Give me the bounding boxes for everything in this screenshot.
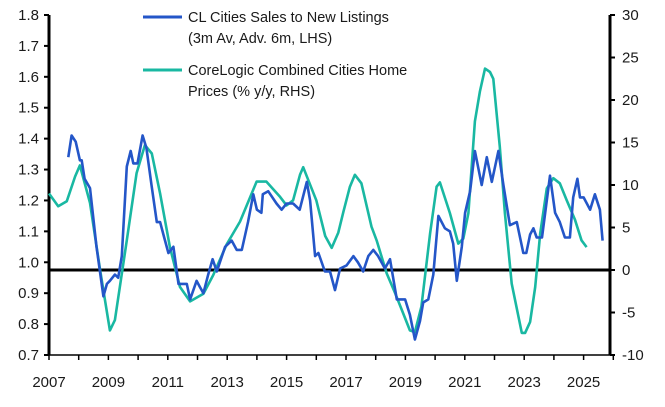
x-tick-label: 2015 <box>270 374 303 391</box>
left-tick-label: 1.1 <box>18 223 39 240</box>
left-tick-label: 1.3 <box>18 162 39 179</box>
legend-label-blue-line2: (3m Av, Adv. 6m, LHS) <box>188 31 332 47</box>
left-tick-label: 1.7 <box>18 38 39 55</box>
left-tick-label: 0.7 <box>18 347 39 364</box>
left-tick-label: 0.9 <box>18 285 39 302</box>
legend-label-blue: CL Cities Sales to New Listings <box>188 10 389 26</box>
x-tick-label: 2025 <box>567 374 600 391</box>
right-tick-label: 25 <box>622 50 639 67</box>
left-tick-label: 0.8 <box>18 316 39 333</box>
right-tick-label: 15 <box>622 135 639 152</box>
left-tick-label: 1.2 <box>18 192 39 209</box>
right-tick-label: -10 <box>622 347 644 364</box>
home-prices-line <box>47 67 588 335</box>
legend: CL Cities Sales to New Listings (3m Av, … <box>143 10 407 100</box>
sales-to-listings-line <box>67 134 604 341</box>
x-tick-label: 2011 <box>152 374 184 391</box>
left-tick-label: 1.4 <box>18 131 39 148</box>
right-tick-label: 30 <box>622 7 639 24</box>
x-tick-label: 2019 <box>389 374 422 391</box>
right-tick-label: -5 <box>622 305 635 322</box>
x-tick-label: 2021 <box>448 374 481 391</box>
x-tick-label: 2007 <box>32 374 65 391</box>
legend-label-teal-line2: Prices (% y/y, RHS) <box>188 84 315 100</box>
left-tick-label: 1.8 <box>18 7 39 24</box>
left-tick-label: 1.0 <box>18 254 39 271</box>
x-tick-label: 2013 <box>211 374 244 391</box>
right-tick-label: 20 <box>622 92 639 109</box>
right-tick-label: 5 <box>622 220 630 237</box>
right-tick-label: 0 <box>622 262 630 279</box>
left-tick-label: 1.5 <box>18 100 39 117</box>
series-lines <box>47 67 610 341</box>
x-tick-label: 2017 <box>329 374 362 391</box>
legend-label-teal: CoreLogic Combined Cities Home <box>188 63 407 79</box>
axes: 0.7 0.8 0.9 1.0 1.1 1.2 1.3 1.4 1.5 1.6 1.7 1.8 -10 -… <box>18 7 644 391</box>
left-tick-label: 1.6 <box>18 69 39 86</box>
right-tick-label: 10 <box>622 177 639 194</box>
x-tick-label: 2023 <box>508 374 541 391</box>
x-tick-label: 2009 <box>92 374 125 391</box>
